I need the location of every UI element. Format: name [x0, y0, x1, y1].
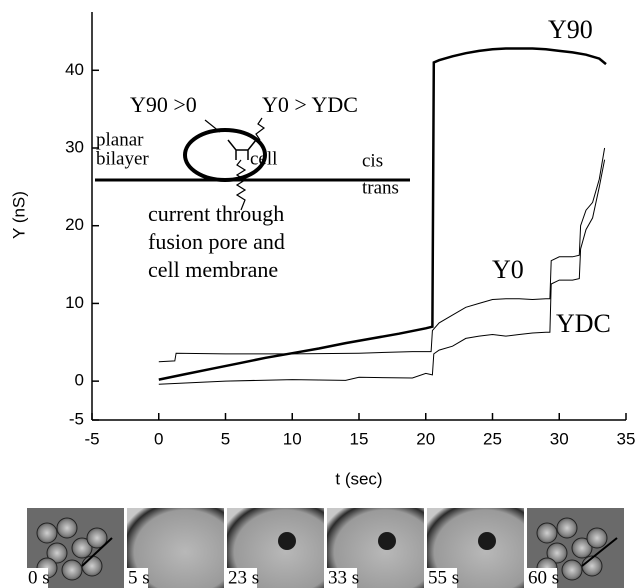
cell-blob: [61, 559, 83, 581]
y-tick-label: 10: [65, 293, 84, 312]
frame-label: 23 s: [228, 567, 259, 588]
series-label: Y0: [492, 255, 524, 284]
frame-label: 60 s: [528, 567, 559, 588]
x-tick-label: 5: [221, 429, 230, 448]
cell-blob: [571, 537, 593, 559]
y-tick-label: 40: [65, 60, 84, 79]
series-label: Y90: [548, 15, 593, 44]
cell-blob: [546, 542, 568, 564]
y-axis-label: Y (nS): [9, 191, 28, 239]
cell-blob: [71, 537, 93, 559]
y-tick-label: 20: [65, 215, 84, 234]
x-tick-label: 15: [350, 429, 369, 448]
cell-outline: [183, 128, 267, 182]
current-path: [235, 159, 247, 211]
cell-blob: [56, 517, 78, 539]
x-tick-label: 10: [283, 429, 302, 448]
arrow-y90: [204, 119, 221, 133]
cell-blob: [81, 555, 103, 577]
inset-label: bilayer: [96, 148, 149, 169]
inset-label: trans: [362, 177, 399, 198]
frame-arrow: [81, 537, 113, 567]
frame-label-bg: [327, 568, 357, 588]
y-tick-label: 30: [65, 137, 84, 156]
frame-arrow: [581, 537, 618, 567]
inset-label: cis: [362, 150, 383, 171]
cell-blob: [586, 527, 608, 549]
series-line: [158, 47, 607, 381]
x-axis-label: t (sec): [335, 469, 382, 488]
image-strip: 0 s 5 s 23 s 33 s 55 s 60 s: [27, 508, 624, 588]
pipette: [227, 139, 257, 160]
frame-label: 33 s: [328, 567, 359, 588]
inset-diagram: [95, 117, 410, 211]
frame-label-bg: [27, 568, 48, 588]
x-tick-label: 35: [617, 429, 636, 448]
cell-blob: [36, 522, 58, 544]
frame-label-bg: [227, 568, 257, 588]
series-line: [158, 159, 606, 385]
cell-blob: [556, 517, 578, 539]
x-tick-label: 20: [416, 429, 435, 448]
cell-blob: [86, 527, 108, 549]
arrow-y0: [255, 117, 266, 141]
inset-label: cell: [250, 148, 277, 169]
frame-label: 5 s: [128, 567, 150, 588]
vesicle-spot: [278, 532, 296, 550]
inset-label: fusion pore and: [148, 229, 285, 254]
inset-label: current through: [148, 201, 284, 226]
y-tick-label: -5: [69, 409, 84, 428]
series-line: [158, 147, 606, 363]
x-tick-label: 30: [550, 429, 569, 448]
cell-blob: [536, 522, 558, 544]
x-tick-label: 0: [154, 429, 163, 448]
frame-label-bg: [127, 568, 148, 588]
inset-label: cell membrane: [148, 257, 278, 282]
series-label: YDC: [556, 309, 611, 338]
y-tick-label: 0: [75, 371, 84, 390]
vesicle-spot: [378, 532, 396, 550]
inset-label: Y90 >0: [130, 92, 197, 117]
frame-label: 55 s: [428, 567, 459, 588]
x-tick-label: -5: [84, 429, 99, 448]
x-tick-label: 25: [483, 429, 502, 448]
cell-blob: [46, 542, 68, 564]
frame-label-bg: [527, 568, 557, 588]
frame-label: 0 s: [28, 567, 50, 588]
vesicle-spot: [478, 532, 496, 550]
frame-label-bg: [427, 568, 457, 588]
inset-label: Y0 > YDC: [262, 92, 358, 117]
inset-label: planar: [96, 129, 144, 150]
cell-blob: [561, 559, 583, 581]
